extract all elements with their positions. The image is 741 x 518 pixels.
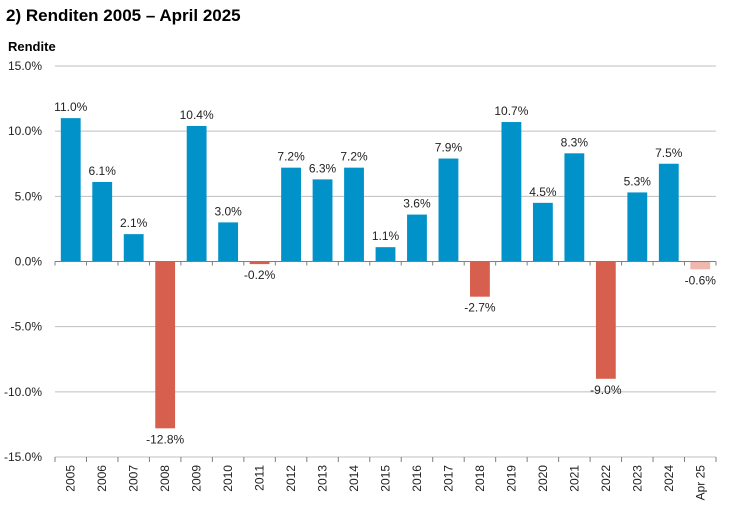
bar <box>312 179 333 262</box>
data-label: -9.0% <box>590 383 622 397</box>
x-tick-label: 2018 <box>473 465 487 492</box>
bar <box>658 163 679 262</box>
x-tick-label: 2022 <box>599 465 613 492</box>
x-tick-label: 2006 <box>95 465 109 492</box>
bar <box>155 261 176 429</box>
bar <box>375 247 396 262</box>
x-tick-label: 2015 <box>379 465 393 492</box>
x-tick-label: 2009 <box>190 465 204 492</box>
data-label: -12.8% <box>146 432 184 446</box>
data-label: 6.3% <box>309 161 337 175</box>
y-tick-label: 10.0% <box>8 124 42 138</box>
y-tick-label: -15.0% <box>4 450 42 464</box>
x-tick-label: 2021 <box>567 465 581 492</box>
data-label: -2.7% <box>464 301 496 315</box>
data-label: 7.2% <box>340 150 368 164</box>
x-tick-label: 2019 <box>504 465 518 492</box>
bars <box>60 118 711 429</box>
bar <box>344 167 364 262</box>
x-tick-label: 2024 <box>662 465 676 492</box>
x-tick-label: 2023 <box>630 465 644 492</box>
data-label: 10.4% <box>180 108 214 122</box>
bar <box>438 158 459 262</box>
data-label: 10.7% <box>494 104 528 118</box>
bar <box>186 125 207 262</box>
data-label: 11.0% <box>54 100 87 114</box>
bar <box>281 167 301 262</box>
bar <box>123 234 144 262</box>
data-label: -0.6% <box>685 273 717 287</box>
bar <box>407 214 427 262</box>
data-label: 7.9% <box>435 141 463 155</box>
x-tick-label: 2010 <box>221 465 235 492</box>
y-axis-ticks: 15.0% 10.0% 5.0% 0.0% -5.0% -10.0% -15.0% <box>4 59 42 464</box>
data-label: 3.0% <box>214 204 242 218</box>
bar <box>532 202 553 262</box>
bar <box>470 261 490 297</box>
data-label: 7.5% <box>655 146 683 160</box>
bar <box>249 261 270 265</box>
y-tick-label: 15.0% <box>8 59 42 73</box>
chart-title: 2) Renditen 2005 – April 2025 <box>6 6 241 25</box>
bar <box>690 261 711 270</box>
data-label: 1.1% <box>372 229 400 243</box>
y-tick-label: 0.0% <box>15 255 43 269</box>
data-label: -0.2% <box>244 268 276 282</box>
data-labels: 11.0%6.1%2.1%-12.8%10.4%3.0%-0.2%7.2%6.3… <box>54 100 716 446</box>
y-tick-label: 5.0% <box>15 189 43 203</box>
y-tick-label: -10.0% <box>4 385 42 399</box>
data-label: 3.6% <box>403 197 431 211</box>
data-label: 7.2% <box>277 150 305 164</box>
data-label: 6.1% <box>89 164 117 178</box>
x-tick-label: 2014 <box>347 465 361 492</box>
x-tick-label: 2007 <box>127 465 141 492</box>
bar <box>595 261 616 379</box>
x-tick-label: 2020 <box>536 465 550 492</box>
data-label: 8.3% <box>561 135 589 149</box>
x-tick-label: 2008 <box>158 465 172 492</box>
data-label: 2.1% <box>120 216 148 230</box>
bar <box>627 192 648 262</box>
x-tick-label: Apr 25 <box>693 465 707 501</box>
x-axis-ticks: 2005 2006 2007 2008 2009 2010 2011 2012 2013 2014… <box>54 457 717 501</box>
x-tick-label: 2012 <box>284 465 298 492</box>
x-tick-label: 2016 <box>410 465 424 492</box>
bar <box>218 222 239 262</box>
bar <box>60 118 81 262</box>
x-tick-label: 2017 <box>441 465 455 492</box>
bar <box>501 122 522 262</box>
x-tick-label: 2011 <box>253 465 267 491</box>
zero-axis <box>54 261 717 458</box>
data-label: 4.5% <box>529 185 557 199</box>
x-tick-label: 2013 <box>316 465 330 492</box>
y-axis-label: Rendite <box>8 39 56 54</box>
bar <box>564 153 585 262</box>
bar <box>92 181 113 262</box>
x-tick-label: 2005 <box>64 465 78 492</box>
y-tick-label: -5.0% <box>11 320 43 334</box>
data-label: 5.3% <box>624 174 652 188</box>
